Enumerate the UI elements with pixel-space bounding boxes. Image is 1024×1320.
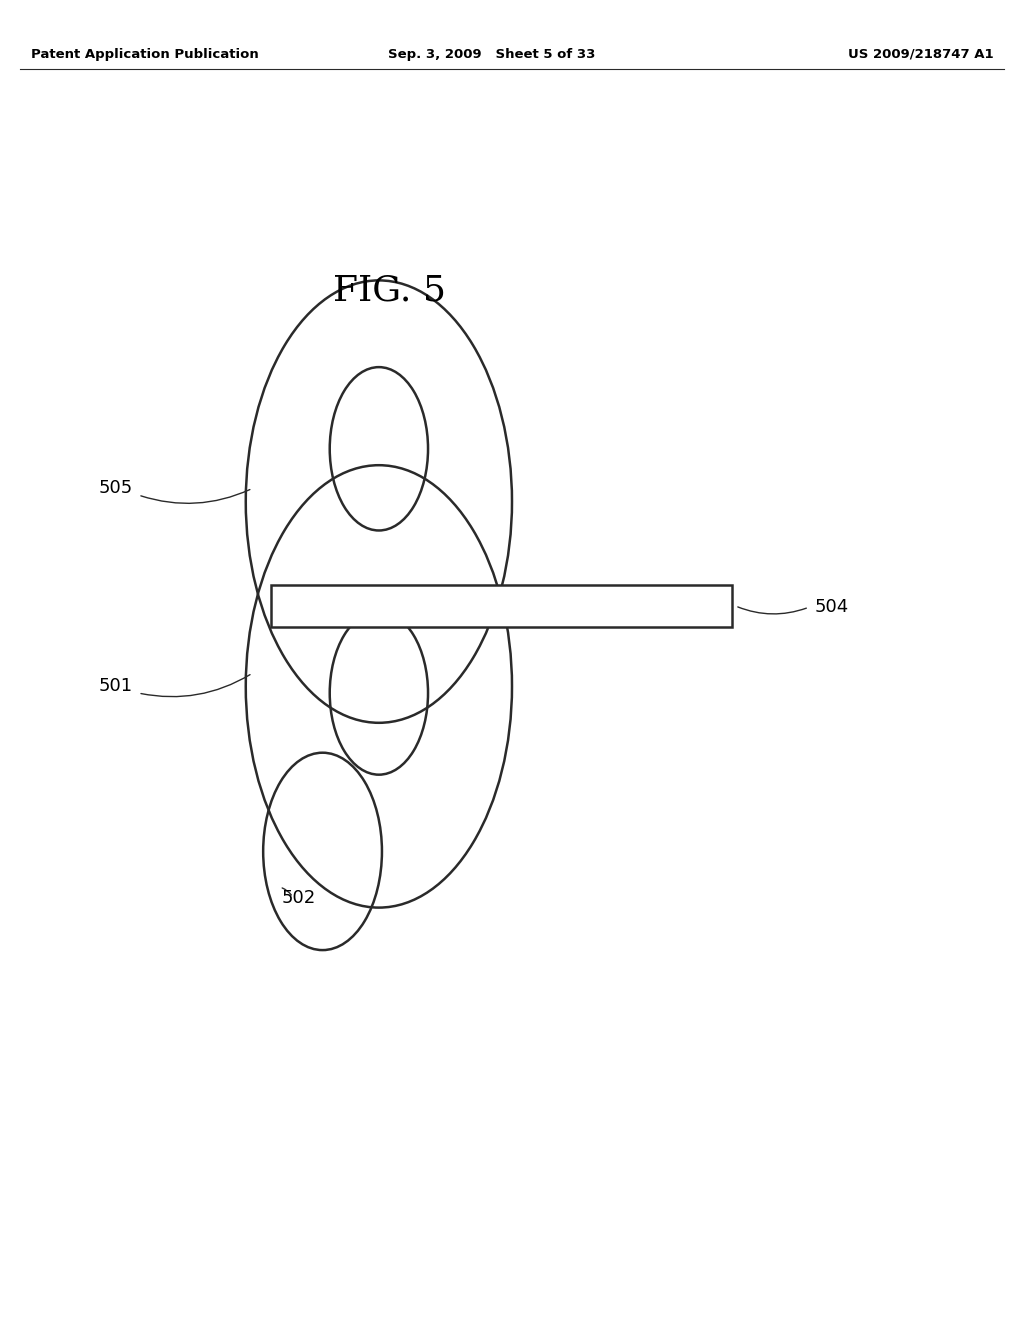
Text: Patent Application Publication: Patent Application Publication xyxy=(31,48,258,61)
Text: 504: 504 xyxy=(814,598,848,616)
Text: 501: 501 xyxy=(99,677,133,696)
Text: 505: 505 xyxy=(99,479,133,498)
Text: US 2009/218747 A1: US 2009/218747 A1 xyxy=(848,48,993,61)
Bar xyxy=(271,585,732,627)
Text: 502: 502 xyxy=(282,888,315,907)
Text: Sep. 3, 2009   Sheet 5 of 33: Sep. 3, 2009 Sheet 5 of 33 xyxy=(388,48,595,61)
Text: FIG. 5: FIG. 5 xyxy=(333,273,445,308)
